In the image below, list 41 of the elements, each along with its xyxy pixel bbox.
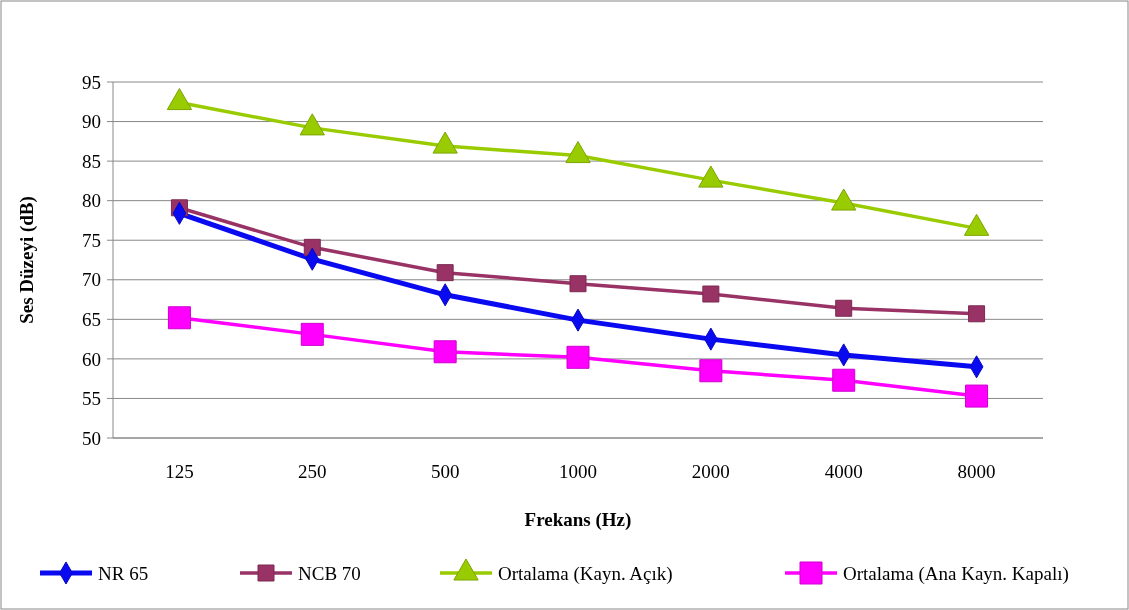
point (436, 264, 454, 282)
x-tick-label: 125 (165, 461, 194, 482)
point (702, 285, 720, 303)
point (299, 113, 325, 136)
legend-label: Ortalama (Kayn. Açık) (498, 562, 673, 585)
y-tick-label: 65 (82, 308, 101, 330)
point (166, 88, 193, 111)
point (569, 275, 587, 293)
y-tick-label: 50 (82, 427, 101, 449)
point (566, 345, 590, 369)
y-tick-label: 95 (82, 71, 101, 93)
point (835, 299, 853, 317)
y-tick-label: 70 (82, 269, 101, 291)
legend-label: NR 65 (98, 562, 149, 584)
point (832, 368, 856, 392)
point (968, 305, 986, 323)
y-axis-title: Ses Düzeyi (dB) (16, 196, 38, 324)
legend-label: Ortalama (Ana Kayn. Kapalı) (843, 562, 1069, 585)
y-tick-label: 75 (82, 229, 101, 251)
y-tick-label: 85 (82, 150, 101, 172)
x-tick-label: 1000 (559, 461, 597, 482)
legend-label: NCB 70 (298, 562, 361, 584)
x-tick-label: 2000 (691, 461, 730, 482)
y-tick-label: 60 (82, 348, 101, 370)
point (831, 188, 857, 211)
x-axis-title: Frekans (Hz) (524, 509, 632, 531)
point (699, 359, 723, 383)
point (965, 384, 989, 408)
point (167, 306, 191, 330)
x-tick-label: 250 (298, 461, 327, 482)
point (565, 141, 591, 164)
point (433, 340, 457, 364)
y-tick-label: 55 (82, 388, 101, 410)
x-tick-label: 4000 (824, 461, 863, 482)
point (300, 322, 324, 346)
y-tick-label: 80 (82, 190, 101, 212)
point (698, 165, 724, 188)
x-tick-label: 8000 (957, 461, 996, 482)
y-tick-label: 90 (82, 111, 101, 133)
x-tick-label: 500 (430, 461, 460, 482)
point (432, 131, 458, 154)
